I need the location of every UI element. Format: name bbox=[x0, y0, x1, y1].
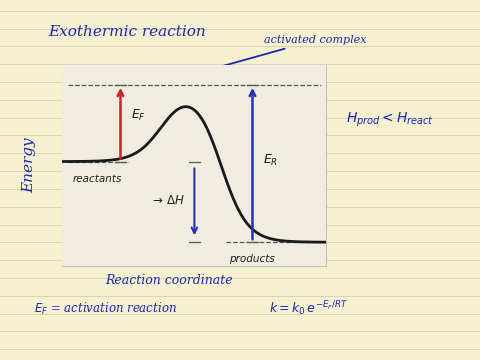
Text: $E_R$: $E_R$ bbox=[263, 153, 278, 168]
Text: products: products bbox=[228, 255, 275, 264]
Text: reactants: reactants bbox=[73, 174, 122, 184]
Text: $E_F$: $E_F$ bbox=[131, 108, 146, 123]
Text: Reaction coordinate: Reaction coordinate bbox=[106, 274, 233, 287]
Text: $E_F$ = activation reaction: $E_F$ = activation reaction bbox=[34, 301, 177, 317]
FancyBboxPatch shape bbox=[62, 65, 326, 266]
Text: $H_{prod} < H_{react}$: $H_{prod} < H_{react}$ bbox=[346, 111, 433, 129]
Text: $k = k_0\,e^{-E_F/RT}$: $k = k_0\,e^{-E_F/RT}$ bbox=[269, 299, 348, 318]
Text: activated complex: activated complex bbox=[172, 35, 367, 81]
Text: Energy: Energy bbox=[22, 138, 36, 193]
Text: Exothermic reaction: Exothermic reaction bbox=[48, 25, 206, 39]
Text: $\rightarrow\,\Delta H$: $\rightarrow\,\Delta H$ bbox=[150, 194, 184, 207]
